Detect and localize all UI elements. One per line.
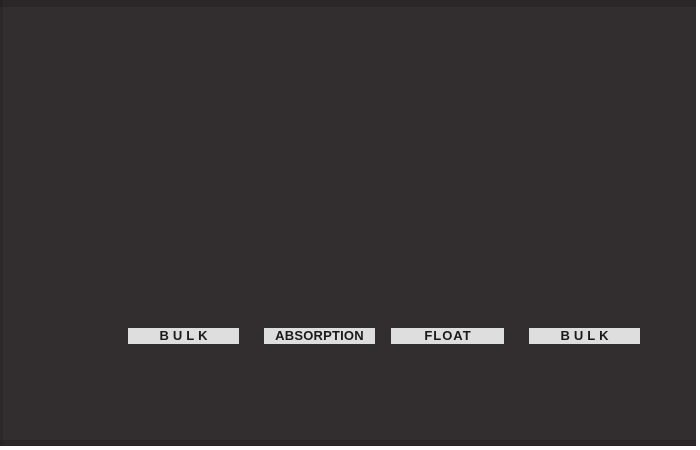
- stage-label-bulk-2: BULK: [529, 328, 640, 344]
- stage-label-absorption: ABSORPTION: [264, 328, 375, 344]
- stage-label-float: FLOAT: [391, 328, 504, 344]
- stage-label-bulk-1: BULK: [128, 328, 239, 344]
